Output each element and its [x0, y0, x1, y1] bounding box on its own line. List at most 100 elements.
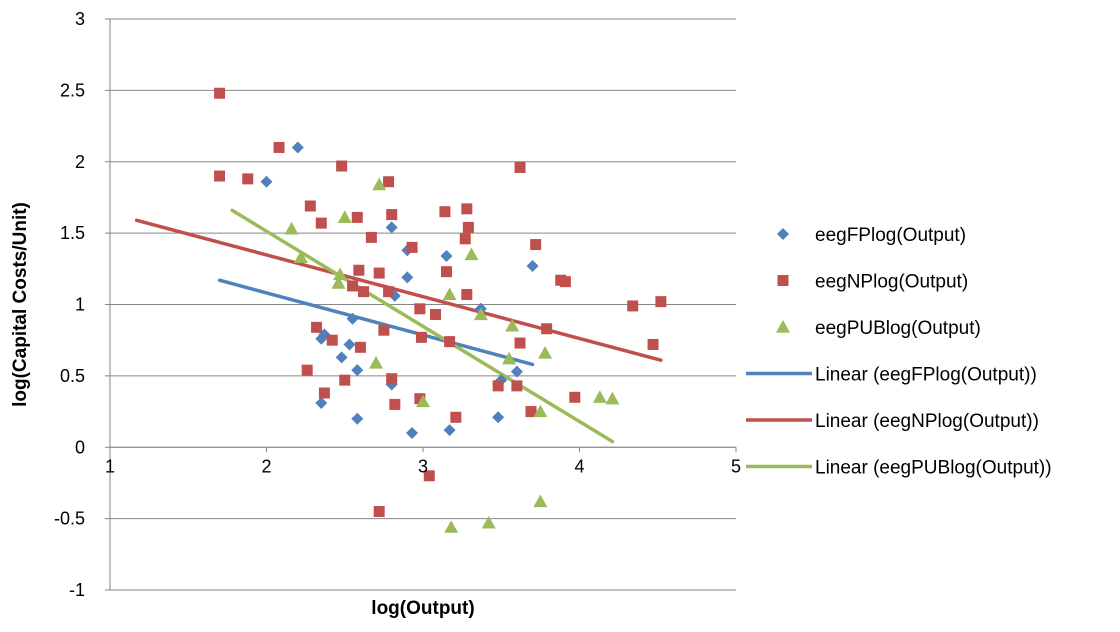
legend-label: eegNPlog(Output)	[815, 272, 968, 293]
data-point	[242, 173, 254, 185]
data-point	[358, 286, 370, 298]
data-point	[569, 391, 581, 403]
y-tick-label: 2.5	[60, 80, 85, 100]
data-point	[331, 276, 346, 289]
data-point	[511, 380, 523, 392]
data-point	[378, 324, 390, 336]
data-point	[416, 394, 430, 408]
x-axis-title: log(Output)	[371, 598, 474, 619]
data-point	[347, 280, 359, 292]
series-diamond-points	[260, 141, 539, 439]
data-point	[655, 296, 667, 308]
data-point	[351, 364, 364, 377]
data-point	[386, 373, 398, 385]
data-point	[354, 341, 366, 353]
data-point	[462, 221, 474, 233]
legend: eegFPlog(Output) eegNPlog(Output) eegPUBlo…	[746, 225, 1052, 479]
trendline	[134, 218, 663, 362]
data-point	[442, 287, 457, 301]
data-point	[514, 161, 526, 173]
data-point	[301, 364, 313, 376]
data-point	[214, 87, 226, 99]
legend-label: eegPUBlog(Output)	[815, 318, 981, 339]
data-point	[538, 346, 553, 359]
data-point	[406, 426, 419, 439]
data-point	[406, 241, 418, 253]
data-point	[373, 267, 385, 279]
data-point	[333, 267, 348, 281]
data-point	[372, 177, 387, 191]
data-point	[492, 411, 505, 424]
data-point	[414, 303, 426, 315]
y-tick-label: 1.5	[60, 223, 85, 243]
data-point	[461, 203, 473, 215]
y-tick-label: 1	[75, 295, 85, 315]
data-point	[592, 390, 607, 403]
data-point	[336, 160, 348, 172]
data-point	[339, 374, 351, 386]
x-tick-label: 2	[261, 456, 271, 476]
data-point	[430, 308, 442, 320]
legend-label: eegFPlog(Output)	[815, 225, 966, 246]
data-point	[386, 209, 398, 221]
legend-label: Linear (eegPUBlog(Output))	[815, 458, 1052, 479]
series-square-points	[214, 87, 667, 517]
trendlines	[134, 208, 663, 444]
x-axis-tick-marks	[109, 447, 737, 453]
data-point	[318, 387, 330, 399]
x-tick-label: 3	[418, 456, 428, 476]
y-axis-tick-marks	[105, 18, 110, 591]
legend-item: Linear (eegPUBlog(Output))	[746, 458, 1052, 479]
data-point	[315, 217, 327, 229]
data-point	[461, 289, 473, 301]
y-tick-label: -1	[69, 580, 85, 600]
data-point	[385, 221, 398, 234]
data-point	[502, 351, 517, 365]
legend-item: Linear (eegFPlog(Output))	[746, 365, 1037, 386]
legend-label: Linear (eegFPlog(Output))	[815, 365, 1037, 386]
data-point	[530, 239, 542, 251]
data-point	[214, 170, 226, 182]
data-point	[273, 141, 285, 153]
legend-label: Linear (eegNPlog(Output))	[815, 411, 1039, 432]
data-point	[440, 249, 453, 262]
data-point	[373, 505, 385, 517]
data-point	[326, 334, 338, 346]
data-point	[351, 211, 363, 223]
data-point	[383, 176, 395, 188]
legend-item: eegPUBlog(Output)	[776, 318, 981, 339]
x-tick-label: 5	[731, 456, 741, 476]
data-point	[464, 247, 479, 261]
data-point	[533, 404, 548, 418]
data-point	[440, 266, 452, 278]
data-point	[389, 398, 401, 410]
data-point	[505, 318, 520, 332]
data-point	[383, 286, 395, 298]
data-point	[335, 351, 348, 364]
data-point	[346, 312, 359, 325]
data-point	[291, 141, 304, 154]
data-point	[369, 356, 384, 369]
data-point	[423, 470, 435, 482]
data-point	[353, 264, 365, 276]
y-tick-label: -0.5	[54, 509, 85, 529]
data-point	[365, 231, 377, 243]
legend-marker	[776, 320, 790, 333]
data-point	[473, 307, 488, 321]
data-point	[541, 323, 553, 335]
data-point	[444, 520, 459, 533]
data-point	[559, 276, 571, 288]
x-tick-label: 1	[105, 456, 115, 476]
legend-marker	[777, 275, 789, 286]
data-point	[293, 250, 308, 263]
y-tick-label: 0	[75, 437, 85, 457]
data-point	[415, 331, 427, 343]
data-point	[514, 337, 526, 349]
data-point	[647, 338, 659, 350]
data-point	[284, 221, 299, 235]
legend-marker	[777, 228, 789, 240]
x-axis-tick-labels: 1 2 3 4 5	[105, 456, 741, 476]
trendline	[217, 278, 535, 367]
y-tick-label: 3	[75, 9, 85, 29]
data-point	[492, 380, 504, 392]
